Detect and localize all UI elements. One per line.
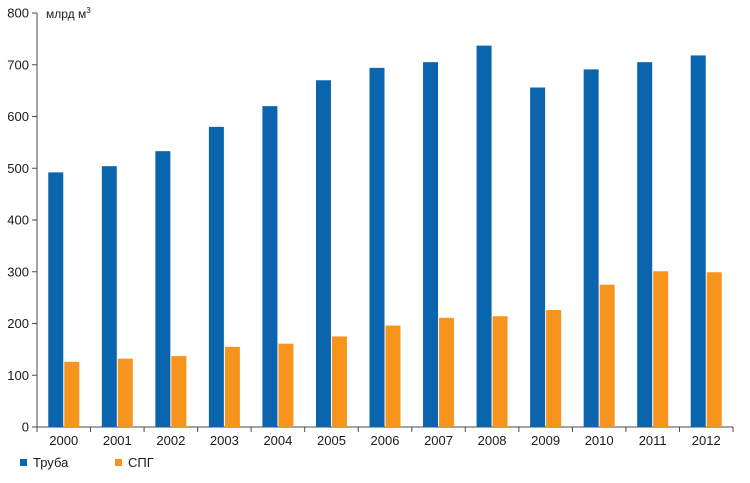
x-tick-label: 2003 [210,433,239,448]
bar-truba [476,45,492,427]
bar-truba [690,55,706,428]
x-tick-label: 2007 [424,433,453,448]
y-tick-label: 500 [7,161,29,176]
bar-spg [331,336,347,427]
y-tick-label: 400 [7,213,29,228]
bar-truba [369,67,385,427]
y-tick-label: 0 [22,420,29,435]
bar-spg [492,316,508,427]
x-tick-label: 2010 [585,433,614,448]
bar-truba [583,69,599,427]
x-tick-label: 2012 [692,433,721,448]
y-unit-label-text: млрд м [46,7,86,21]
y-tick-label: 100 [7,368,29,383]
bar-spg [117,358,133,427]
legend-swatch-spg [115,459,122,466]
legend: Труба СПГ [20,455,154,470]
y-unit-label: млрд м3 [46,6,91,21]
y-tick-label: 600 [7,109,29,124]
legend-label-spg: СПГ [128,455,154,470]
bar-spg [278,343,294,427]
bar-truba [423,62,439,427]
bar-truba [48,172,64,427]
y-unit-label-superscript: 3 [86,6,91,15]
bar-truba [530,87,546,428]
bar-truba [101,166,117,427]
x-axis: 2000 2001 2002 2003 2004 2005 2006 2007 2008 2009… [36,426,734,448]
y-tick-label: 700 [7,57,29,72]
x-tick-label: 2002 [156,433,185,448]
x-tick-label: 2011 [639,433,667,448]
x-tick-label: 2004 [263,433,292,448]
bar-spg [706,272,722,427]
bar-spg [653,271,669,427]
bar-truba [155,151,171,428]
x-tick-label: 2000 [49,433,78,448]
bar-truba [262,106,278,428]
bar-truba [637,62,653,427]
x-tick-label: 2009 [531,433,560,448]
bar-spg [385,325,401,427]
bar-truba [208,126,224,427]
bar-spg [171,356,187,427]
bar-truba [315,80,331,428]
bar-spg [599,284,615,427]
legend-swatch-truba [20,459,27,466]
x-tick-label: 2001 [103,433,132,448]
bars [48,45,722,428]
y-tick-label: 800 [7,6,29,21]
y-tick-label: 200 [7,316,29,331]
x-tick-label: 2006 [371,433,400,448]
x-tick-label: 2008 [478,433,507,448]
bar-spg [546,310,562,427]
bar-spg [439,317,455,427]
bar-spg [224,346,240,427]
y-axis: 0 100 200 300 400 500 600 700 800 [7,6,38,435]
legend-label-truba: Труба [33,455,69,470]
bar-spg [64,361,80,427]
x-tick-label: 2005 [317,433,346,448]
y-tick-label: 300 [7,264,29,279]
